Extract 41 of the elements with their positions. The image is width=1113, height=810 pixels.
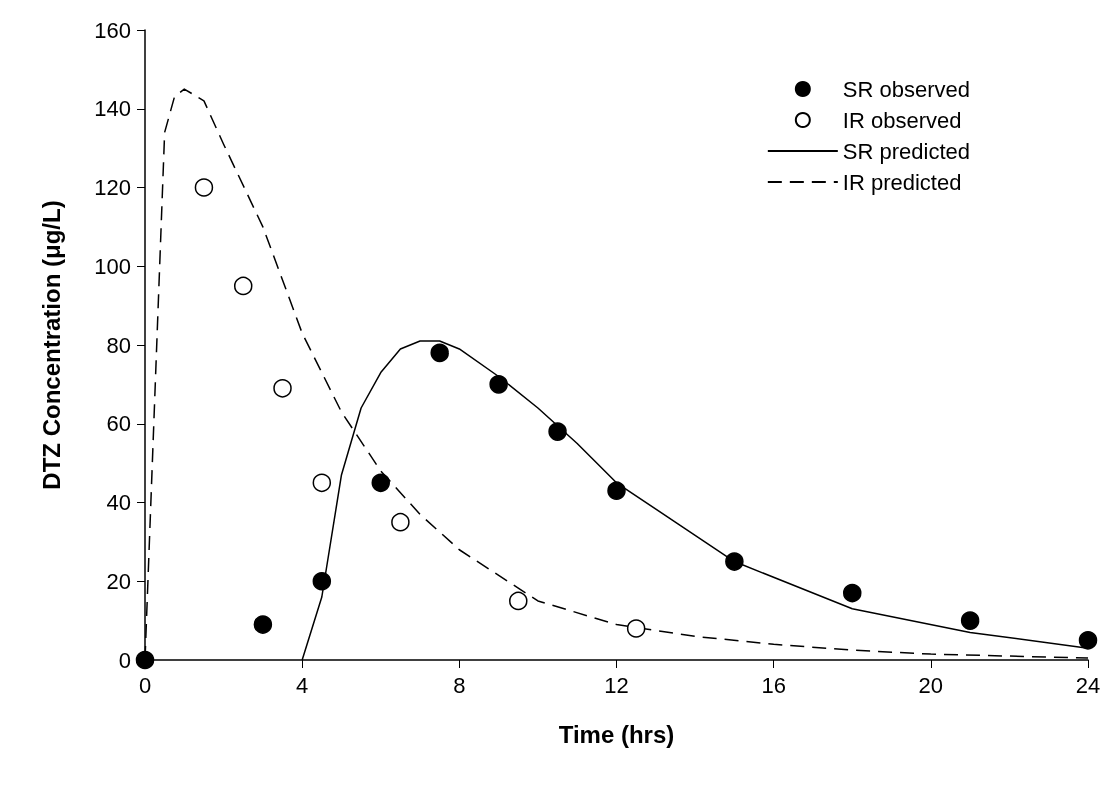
x-tick-label: 24: [1075, 672, 1101, 698]
legend-label: SR observed: [842, 76, 971, 102]
point: [607, 481, 626, 500]
x-tick-label: 8: [453, 672, 466, 698]
y-tick-label: 100: [94, 253, 131, 279]
y-tick-label: 60: [106, 411, 131, 437]
y-tick-label: 20: [106, 568, 131, 594]
y-tick-label: 0: [118, 647, 131, 673]
x-tick-label: 12: [604, 672, 629, 698]
point: [273, 379, 292, 398]
y-tick-label: 40: [106, 490, 131, 515]
point: [135, 650, 155, 670]
y-axis-title: DTZ Concentration (μg/L): [37, 200, 65, 490]
point: [371, 473, 390, 493]
point: [391, 512, 410, 532]
y-tick-label: 160: [94, 17, 131, 43]
point: [253, 615, 273, 634]
point: [960, 611, 980, 630]
y-tick-label: 120: [94, 175, 131, 200]
x-axis-title: Time (hrs): [558, 720, 675, 748]
point: [312, 473, 332, 493]
point: [312, 572, 332, 591]
point: [626, 619, 646, 638]
point: [430, 343, 449, 363]
point: [548, 422, 567, 441]
legend-label: IR predicted: [842, 169, 962, 195]
x-tick-label: 4: [296, 672, 309, 698]
point: [843, 583, 862, 603]
point: [194, 178, 214, 197]
x-tick-label: 0: [138, 672, 152, 698]
point: [725, 552, 744, 571]
y-tick-label: 80: [106, 332, 131, 358]
legend-label: SR predicted: [842, 138, 971, 164]
legend-label: IR observed: [842, 107, 962, 133]
x-tick-label: 16: [761, 672, 786, 698]
point: [489, 375, 508, 394]
x-tick-label: 20: [918, 672, 944, 698]
point: [1078, 631, 1098, 650]
y-tick-label: 140: [94, 96, 131, 122]
point: [509, 591, 528, 611]
point: [234, 276, 253, 296]
